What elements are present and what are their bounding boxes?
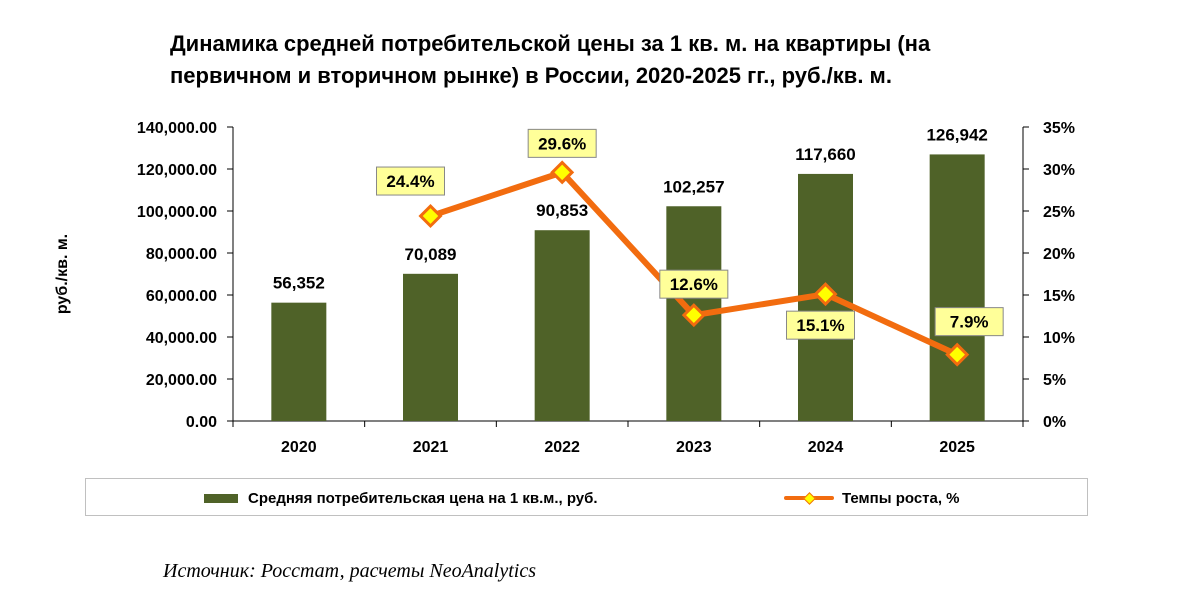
growth-label-box [659, 269, 729, 299]
bar-value-label: 56,352 [273, 274, 325, 293]
y-tick-label-left: 120,000.00 [137, 162, 217, 179]
legend-item-growth: Темпы роста, % [784, 479, 960, 517]
y-tick-label-left: 40,000.00 [146, 330, 217, 347]
growth-marker [418, 204, 443, 229]
growth-marker [550, 160, 575, 185]
y-tick-label-left: 20,000.00 [146, 372, 217, 389]
y-tick-label-right: 0% [1043, 414, 1066, 431]
growth-marker [945, 342, 970, 367]
growth-value-label: 29.6% [538, 134, 586, 153]
y-tick-label-right: 15% [1043, 288, 1075, 305]
bar-value-label: 90,853 [536, 201, 588, 220]
growth-label-box [527, 128, 597, 158]
chart-title: Динамика средней потребительской цены за… [170, 28, 1070, 92]
y-tick-label-right: 30% [1043, 162, 1075, 179]
bar [534, 230, 590, 421]
x-tick-label: 2021 [413, 439, 449, 456]
x-tick-label: 2024 [808, 439, 844, 456]
y-tick-label-right: 20% [1043, 246, 1075, 263]
x-tick-label: 2022 [544, 439, 580, 456]
legend-item-price: Средняя потребительская цена на 1 кв.м.,… [204, 479, 598, 517]
growth-value-label: 15.1% [796, 316, 844, 335]
bar-value-label: 117,660 [795, 145, 856, 164]
chart-title-line-1: Динамика средней потребительской цены за… [170, 31, 931, 56]
legend-line-swatch [784, 492, 834, 505]
y-tick-label-right: 5% [1043, 372, 1066, 389]
y-tick-label-left: 100,000.00 [137, 204, 217, 221]
growth-value-label: 12.6% [670, 275, 718, 294]
growth-label-box [934, 307, 1004, 337]
bar [929, 154, 985, 421]
bar-value-label: 70,089 [405, 245, 457, 264]
growth-label-box [786, 310, 855, 340]
chart-title-line-2: первичном и вторичном рынке) в России, 2… [170, 63, 892, 88]
y-tick-label-left: 80,000.00 [146, 246, 217, 263]
y-tick-label-right: 25% [1043, 204, 1075, 221]
y-tick-label-left: 60,000.00 [146, 288, 217, 305]
x-tick-label: 2025 [939, 439, 975, 456]
source-note: Источник: Росстат, расчеты NeoAnalytics [163, 560, 536, 582]
growth-value-label: 7.9% [950, 313, 989, 332]
x-tick-label: 2020 [281, 439, 317, 456]
y-tick-label-left: 140,000.00 [137, 120, 217, 137]
y-tick-label-right: 35% [1043, 120, 1075, 137]
chart-legend: Средняя потребительская цена на 1 кв.м.,… [85, 478, 1088, 516]
growth-value-label: 24.4% [386, 172, 434, 191]
legend-bar-swatch [204, 493, 238, 503]
x-tick-label: 2023 [676, 439, 712, 456]
bar-value-label: 102,257 [663, 177, 724, 196]
y-tick-label-left: 0.00 [186, 414, 217, 431]
bar-value-label: 126,942 [926, 125, 987, 144]
growth-marker [813, 282, 838, 307]
y-axis-label: руб./кв. м. [54, 234, 71, 314]
y-tick-label-right: 10% [1043, 330, 1075, 347]
legend-label-growth: Темпы роста, % [842, 489, 960, 507]
bar [271, 302, 327, 421]
legend-label-price: Средняя потребительская цена на 1 кв.м.,… [248, 489, 598, 507]
growth-label-box [376, 166, 445, 196]
bar [403, 273, 458, 421]
growth-marker [681, 303, 706, 328]
